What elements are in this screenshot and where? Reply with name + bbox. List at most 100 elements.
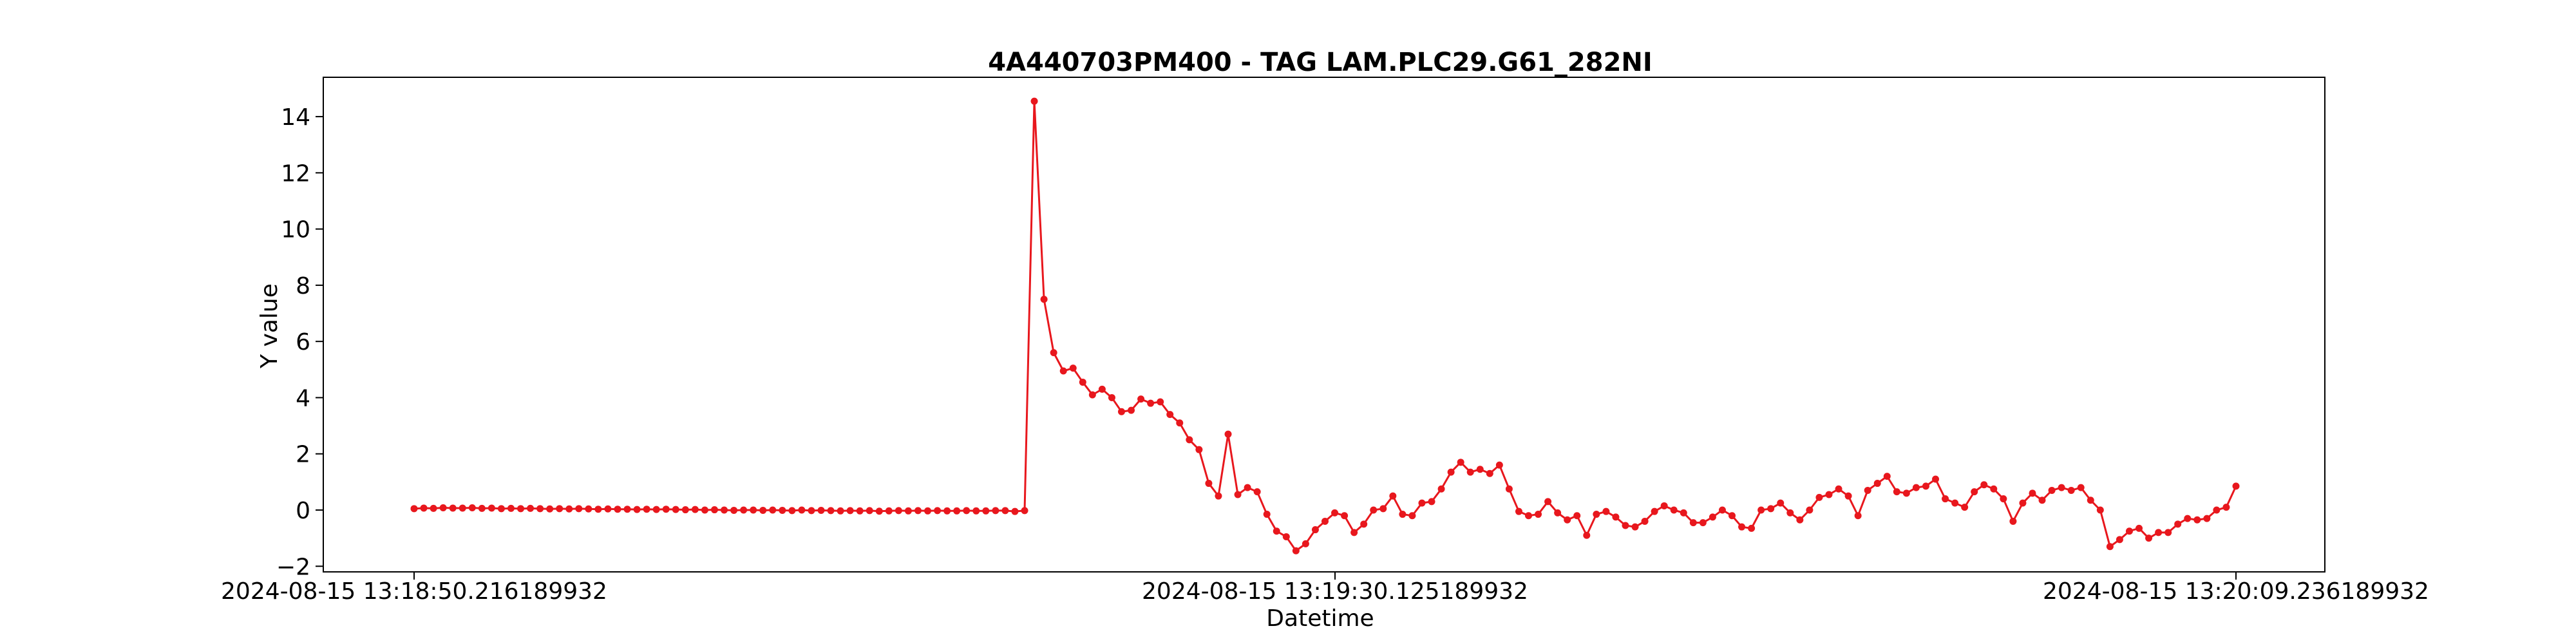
data-point xyxy=(1021,507,1028,515)
data-point xyxy=(1341,512,1349,520)
data-point xyxy=(1079,378,1086,386)
data-point xyxy=(449,504,457,512)
y-tick-label: 2 xyxy=(296,442,310,468)
data-point xyxy=(2136,524,2143,532)
data-point xyxy=(1505,485,1513,493)
data-point xyxy=(1476,466,1484,473)
data-point xyxy=(1311,526,1319,534)
data-point xyxy=(817,506,825,514)
data-point xyxy=(1777,499,1785,507)
y-axis-ticks: −2 0 2 4 6 8 10 12 14 xyxy=(276,104,323,580)
data-point xyxy=(2193,516,2201,524)
data-point xyxy=(1030,97,1038,105)
data-point xyxy=(1980,481,1988,489)
data-point xyxy=(710,506,718,514)
data-point xyxy=(1873,480,1881,488)
data-point xyxy=(1699,519,1707,527)
data-point xyxy=(1166,411,1174,419)
data-point xyxy=(430,504,437,512)
data-point xyxy=(1040,296,1048,303)
data-point xyxy=(1593,511,1600,518)
data-point xyxy=(1922,482,1929,490)
data-point xyxy=(2048,486,2056,494)
data-point xyxy=(1535,511,1542,518)
data-point xyxy=(488,504,495,512)
data-point xyxy=(468,504,476,512)
data-point xyxy=(1971,488,1978,496)
data-point xyxy=(2009,517,2017,525)
data-point xyxy=(934,507,942,515)
data-point xyxy=(740,506,748,514)
data-point xyxy=(701,506,708,514)
data-point xyxy=(1835,485,1842,493)
data-point xyxy=(536,505,544,513)
data-point xyxy=(953,507,961,515)
data-point xyxy=(856,507,864,515)
data-point xyxy=(1844,492,1852,500)
data-point xyxy=(2029,489,2036,497)
data-point xyxy=(1437,485,1445,493)
data-point xyxy=(478,504,486,512)
y-tick-label: −2 xyxy=(276,554,310,580)
data-point xyxy=(1379,505,1387,513)
data-point xyxy=(2019,499,2027,507)
data-point xyxy=(992,507,999,515)
y-tick-label: 6 xyxy=(296,329,310,355)
data-point xyxy=(721,506,728,514)
data-point xyxy=(866,507,873,515)
chart-title: 4A440703PM400 - TAG LAM.PLC29.G61_282NI xyxy=(988,48,1653,77)
data-point xyxy=(1660,502,1668,509)
data-point xyxy=(2058,484,2065,491)
data-point xyxy=(1302,540,1309,547)
data-point xyxy=(808,507,815,515)
data-point xyxy=(875,507,883,515)
x-axis-ticks: 2024-08-15 13:18:50.216189932 2024-08-15 … xyxy=(221,572,2429,605)
data-point xyxy=(1651,507,1658,515)
data-point xyxy=(759,506,767,514)
data-point xyxy=(1864,486,1871,494)
data-point xyxy=(1137,395,1145,403)
data-point xyxy=(691,506,699,513)
data-point xyxy=(420,504,428,512)
data-point xyxy=(1389,492,1397,500)
y-tick-label: 4 xyxy=(296,385,310,412)
data-point xyxy=(1176,419,1184,427)
data-point xyxy=(1273,527,1280,535)
data-point xyxy=(2087,497,2094,504)
data-point xyxy=(497,505,505,513)
data-point xyxy=(1718,506,1726,514)
data-point xyxy=(1748,524,1756,532)
data-point xyxy=(914,507,922,515)
data-point xyxy=(1612,513,1620,521)
data-point xyxy=(1466,468,1474,476)
data-point xyxy=(798,506,806,514)
data-point xyxy=(585,505,592,513)
data-point xyxy=(1564,516,1571,524)
data-point xyxy=(1806,506,1814,514)
data-point xyxy=(1680,509,1687,516)
data-point xyxy=(1544,498,1552,506)
data-point xyxy=(1796,516,1804,524)
data-point xyxy=(1186,436,1193,444)
data-point xyxy=(1059,367,1067,375)
data-point xyxy=(2106,543,2114,551)
series-layer xyxy=(410,97,2240,554)
data-point xyxy=(943,507,951,515)
data-point xyxy=(662,506,670,513)
data-point xyxy=(1253,488,1261,496)
data-point xyxy=(1738,523,1746,531)
data-point xyxy=(439,504,447,512)
data-point xyxy=(1951,499,1959,507)
data-point xyxy=(2213,506,2221,514)
data-point xyxy=(1418,499,1426,507)
data-point xyxy=(652,506,660,513)
data-point xyxy=(1457,459,1464,466)
data-point xyxy=(1825,491,1833,498)
data-point xyxy=(1641,517,1649,525)
data-point xyxy=(2203,515,2211,522)
data-point xyxy=(730,506,738,514)
data-point xyxy=(1263,511,1271,518)
data-point xyxy=(750,506,757,514)
data-point xyxy=(2164,529,2172,536)
data-point xyxy=(1215,492,1222,500)
